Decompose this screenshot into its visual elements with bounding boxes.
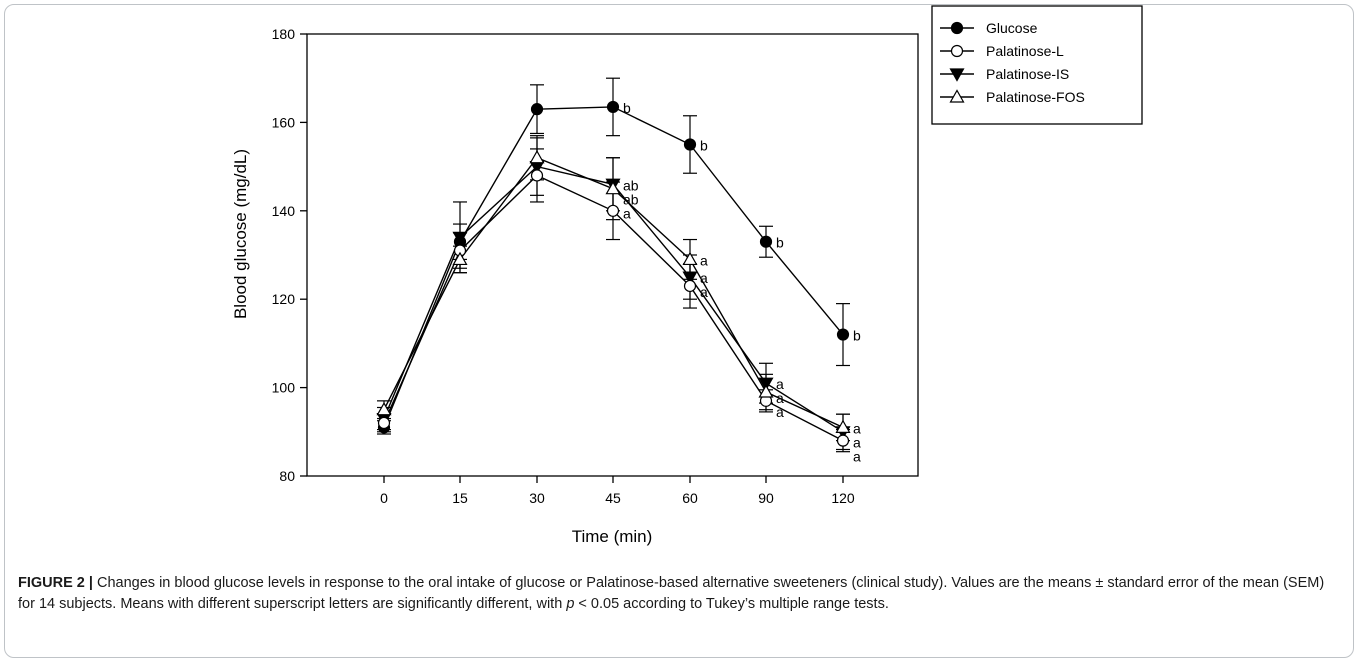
y-tick-label: 140: [272, 203, 296, 219]
significance-letter: b: [853, 328, 861, 344]
data-point-glucose: [759, 235, 773, 248]
data-point-palatinose-l: [377, 416, 391, 430]
data-point-palatinose-l: [530, 169, 544, 182]
data-point-glucose: [683, 138, 697, 151]
x-tick-label: 60: [682, 490, 698, 506]
significance-letter: a: [776, 404, 784, 420]
significance-letter: a: [853, 434, 861, 450]
significance-letter: ab: [623, 191, 639, 207]
y-tick-label: 180: [272, 26, 296, 42]
significance-letter: a: [700, 270, 708, 286]
caption-text: Changes in blood glucose levels in respo…: [18, 575, 1325, 612]
legend-label: Glucose: [986, 20, 1038, 36]
x-tick-label: 45: [605, 490, 621, 506]
data-point-palatinose-fos: [452, 251, 468, 266]
data-point-palatinose-fos: [376, 401, 392, 416]
data-point-palatinose-is: [758, 377, 774, 391]
y-axis-label: Blood glucose (mg/dL): [231, 149, 250, 319]
legend-label: Palatinose-FOS: [986, 89, 1085, 105]
y-tick-label: 80: [279, 468, 295, 484]
significance-letter: a: [623, 205, 631, 221]
significance-letter: ab: [623, 177, 639, 193]
legend-marker-palatinose-fos: [949, 89, 965, 103]
x-tick-label: 15: [452, 490, 468, 506]
y-tick-label: 120: [272, 291, 296, 307]
legend-label: Palatinose-L: [986, 43, 1064, 59]
significance-letter: a: [776, 390, 784, 406]
significance-letter: a: [700, 284, 708, 300]
y-tick-label: 100: [272, 380, 296, 396]
significance-letter: b: [623, 100, 631, 116]
data-point-palatinose-l: [683, 279, 697, 293]
data-point-palatinose-fos: [605, 180, 621, 195]
legend-label: Palatinose-IS: [986, 66, 1069, 82]
data-point-palatinose-l: [836, 434, 850, 447]
significance-letter: b: [776, 235, 784, 251]
data-point-glucose: [836, 328, 850, 341]
caption-lead: FIGURE 2 |: [18, 575, 93, 591]
significance-letter: b: [700, 138, 708, 154]
x-tick-label: 0: [380, 490, 388, 506]
significance-letter: a: [776, 376, 784, 392]
legend-marker-palatinose-is: [949, 68, 965, 82]
x-tick-label: 30: [529, 490, 545, 506]
caption-text-end: < 0.05 according to Tukey’s multiple ran…: [574, 596, 889, 612]
legend-marker-glucose: [950, 21, 964, 35]
significance-letter: a: [853, 448, 861, 464]
significance-letter: a: [700, 252, 708, 268]
data-point-palatinose-is: [682, 271, 698, 285]
x-tick-label: 90: [758, 490, 774, 506]
data-point-palatinose-fos: [758, 384, 774, 398]
caption-p-symbol: p: [566, 596, 575, 612]
data-point-palatinose-fos: [682, 251, 698, 266]
y-tick-label: 160: [272, 114, 296, 130]
data-point-glucose: [530, 103, 544, 116]
legend-box: [931, 5, 1143, 125]
figure-caption: FIGURE 2 | Changes in blood glucose leve…: [18, 573, 1338, 615]
data-point-glucose: [606, 100, 620, 114]
legend-marker-palatinose-l: [950, 44, 964, 58]
significance-letter: a: [853, 420, 861, 436]
data-point-palatinose-is: [452, 231, 468, 246]
x-axis-label: Time (min): [572, 527, 653, 546]
data-point-palatinose-fos: [835, 419, 851, 433]
legend: Glucose Palatinose-L Palatinose-IS Palatino…: [931, 5, 1143, 125]
x-tick-label: 120: [831, 490, 855, 506]
data-point-palatinose-l: [606, 204, 620, 217]
data-point-palatinose-fos: [529, 150, 545, 164]
